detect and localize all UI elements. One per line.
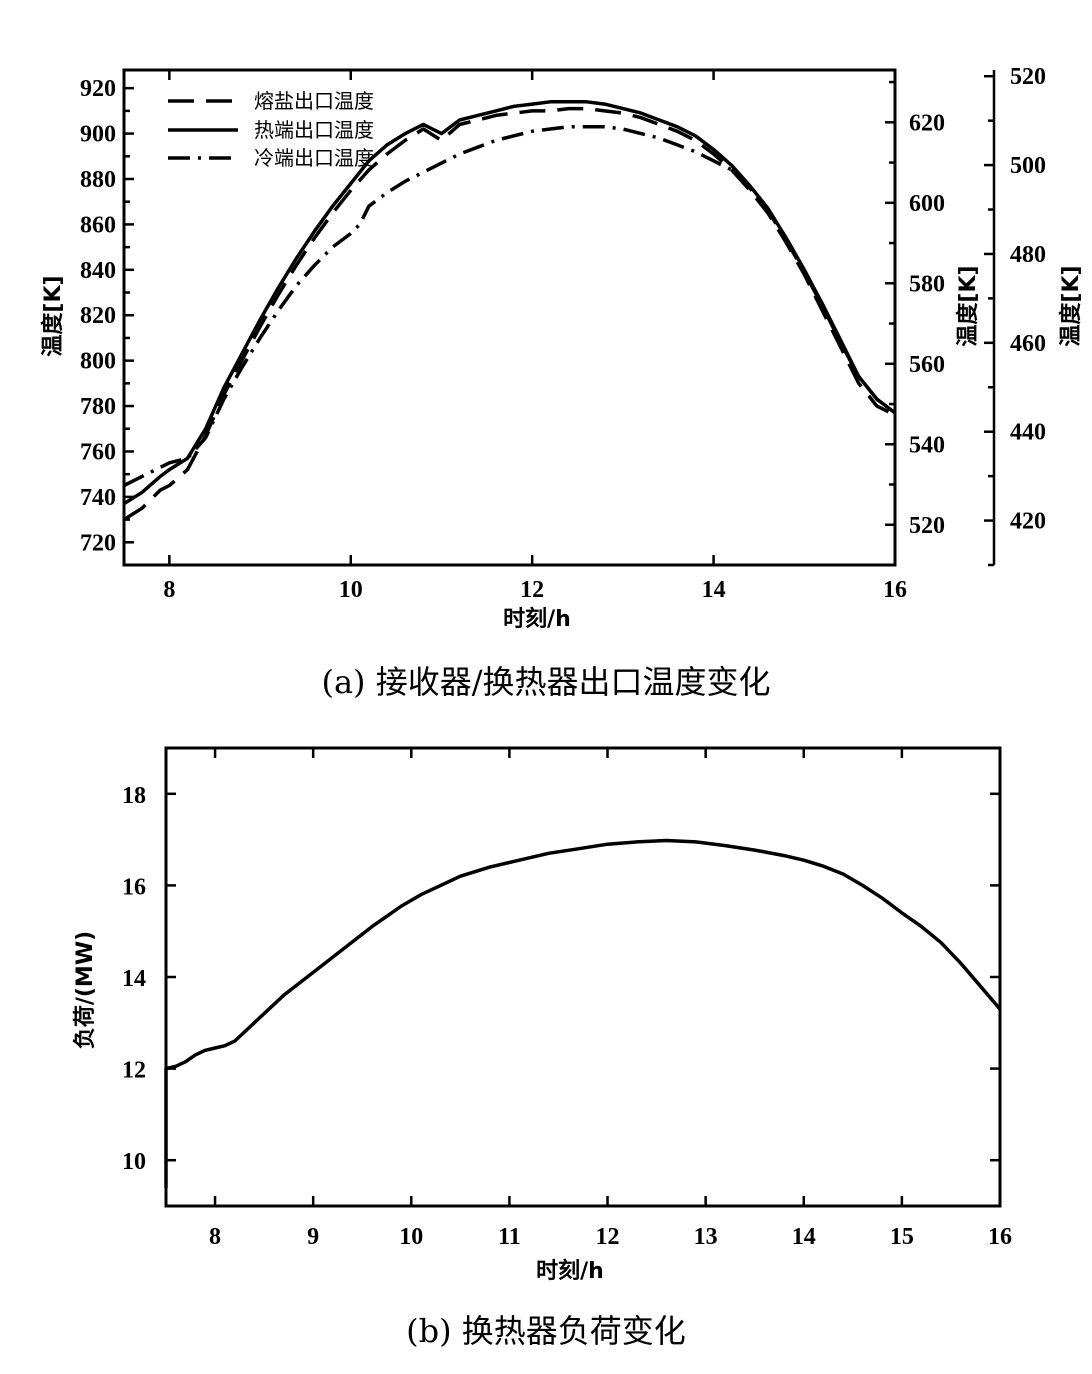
- series-line-3-a: [123, 125, 897, 488]
- y-tick-label-a: 880: [80, 167, 116, 193]
- x-tick-label-a: 14: [702, 577, 726, 603]
- y-axis-label-a: 温度[K]: [40, 275, 66, 356]
- y3-tick-label-a: 500: [1010, 153, 1046, 179]
- plot-frame-b: [164, 746, 1002, 1208]
- y-tick-label-a: 820: [80, 303, 116, 329]
- y-tick-label-a: 900: [80, 122, 116, 148]
- y-tick-label-a: 720: [80, 530, 116, 556]
- y3-tick-label-a: 480: [1010, 242, 1046, 268]
- x-tick-label-b: 14: [792, 1224, 816, 1250]
- series-line-1-a: [123, 106, 896, 522]
- y-tick-label-a: 800: [80, 349, 116, 375]
- y2-axis-label-a: 温度[K]: [955, 265, 981, 346]
- y-tick-label-a: 740: [80, 485, 116, 511]
- x-tick-label-b: 10: [399, 1224, 423, 1250]
- y-axis-label-b: 负荷/(MW): [73, 931, 98, 1049]
- caption-a: (a) 接收器/换热器出口温度变化: [321, 663, 770, 701]
- x-axis-label-b: 时刻/h: [536, 1258, 604, 1284]
- y-tick-label-a: 760: [80, 439, 116, 465]
- chart-a: 720 740 760 780 800 820 840 860 880 900 920 8 10 12 14…: [40, 64, 1084, 701]
- y2-tick-label-a: 560: [909, 352, 945, 378]
- y-tick-label-b: 12: [122, 1058, 146, 1084]
- y-tick-label-b: 18: [122, 783, 146, 809]
- x-tick-label-b: 9: [307, 1224, 319, 1250]
- series-line-1-b: [164, 838, 1002, 1188]
- x-tick-label-b: 8: [209, 1224, 221, 1250]
- legend-label-3: 冷端出口温度: [254, 146, 374, 170]
- y3-tick-label-a: 440: [1010, 420, 1046, 446]
- series-line-2-a: [123, 100, 897, 506]
- legend-label-2: 热端出口温度: [254, 118, 374, 142]
- x-tick-label-b: 16: [988, 1224, 1012, 1250]
- y2-tick-label-a: 520: [909, 513, 945, 539]
- legend-label-1: 熔盐出口温度: [254, 89, 374, 113]
- x-tick-label-a: 8: [163, 577, 175, 603]
- x-tick-label-a: 16: [883, 577, 907, 603]
- chart-b: 10 12 14 16 18 8 9 10 11 12 13 14 15 16 时刻/h 负荷/(MW) (b)…: [73, 746, 1012, 1350]
- y2-tick-label-a: 600: [909, 191, 945, 217]
- y2-tick-label-a: 580: [909, 271, 945, 297]
- y-tick-label-b: 16: [122, 874, 146, 900]
- y-tick-label-b: 10: [122, 1149, 146, 1175]
- plot-frame-a: [122, 68, 897, 567]
- x-tick-label-a: 12: [520, 577, 544, 603]
- x-tick-label-b: 13: [694, 1224, 718, 1250]
- y-tick-label-a: 920: [80, 76, 116, 102]
- y2-tick-label-a: 620: [909, 110, 945, 136]
- caption-b: (b) 换热器负荷变化: [406, 1312, 686, 1350]
- y-tick-label-a: 780: [80, 394, 116, 420]
- y3-axis-label-a: 温度[K]: [1058, 265, 1084, 346]
- x-tick-label-b: 11: [498, 1224, 521, 1250]
- x-axis-label-a: 时刻/h: [503, 606, 571, 632]
- x-tick-label-a: 10: [339, 577, 363, 603]
- x-tick-label-b: 12: [596, 1224, 620, 1250]
- y3-tick-label-a: 420: [1010, 509, 1046, 535]
- x-tick-label-b: 15: [890, 1224, 914, 1250]
- y-tick-label-a: 860: [80, 212, 116, 238]
- y3-tick-label-a: 460: [1010, 331, 1046, 357]
- y-tick-label-b: 14: [122, 966, 146, 992]
- y2-tick-label-a: 540: [909, 432, 945, 458]
- y-tick-label-a: 840: [80, 258, 116, 284]
- y3-tick-label-a: 520: [1010, 64, 1046, 90]
